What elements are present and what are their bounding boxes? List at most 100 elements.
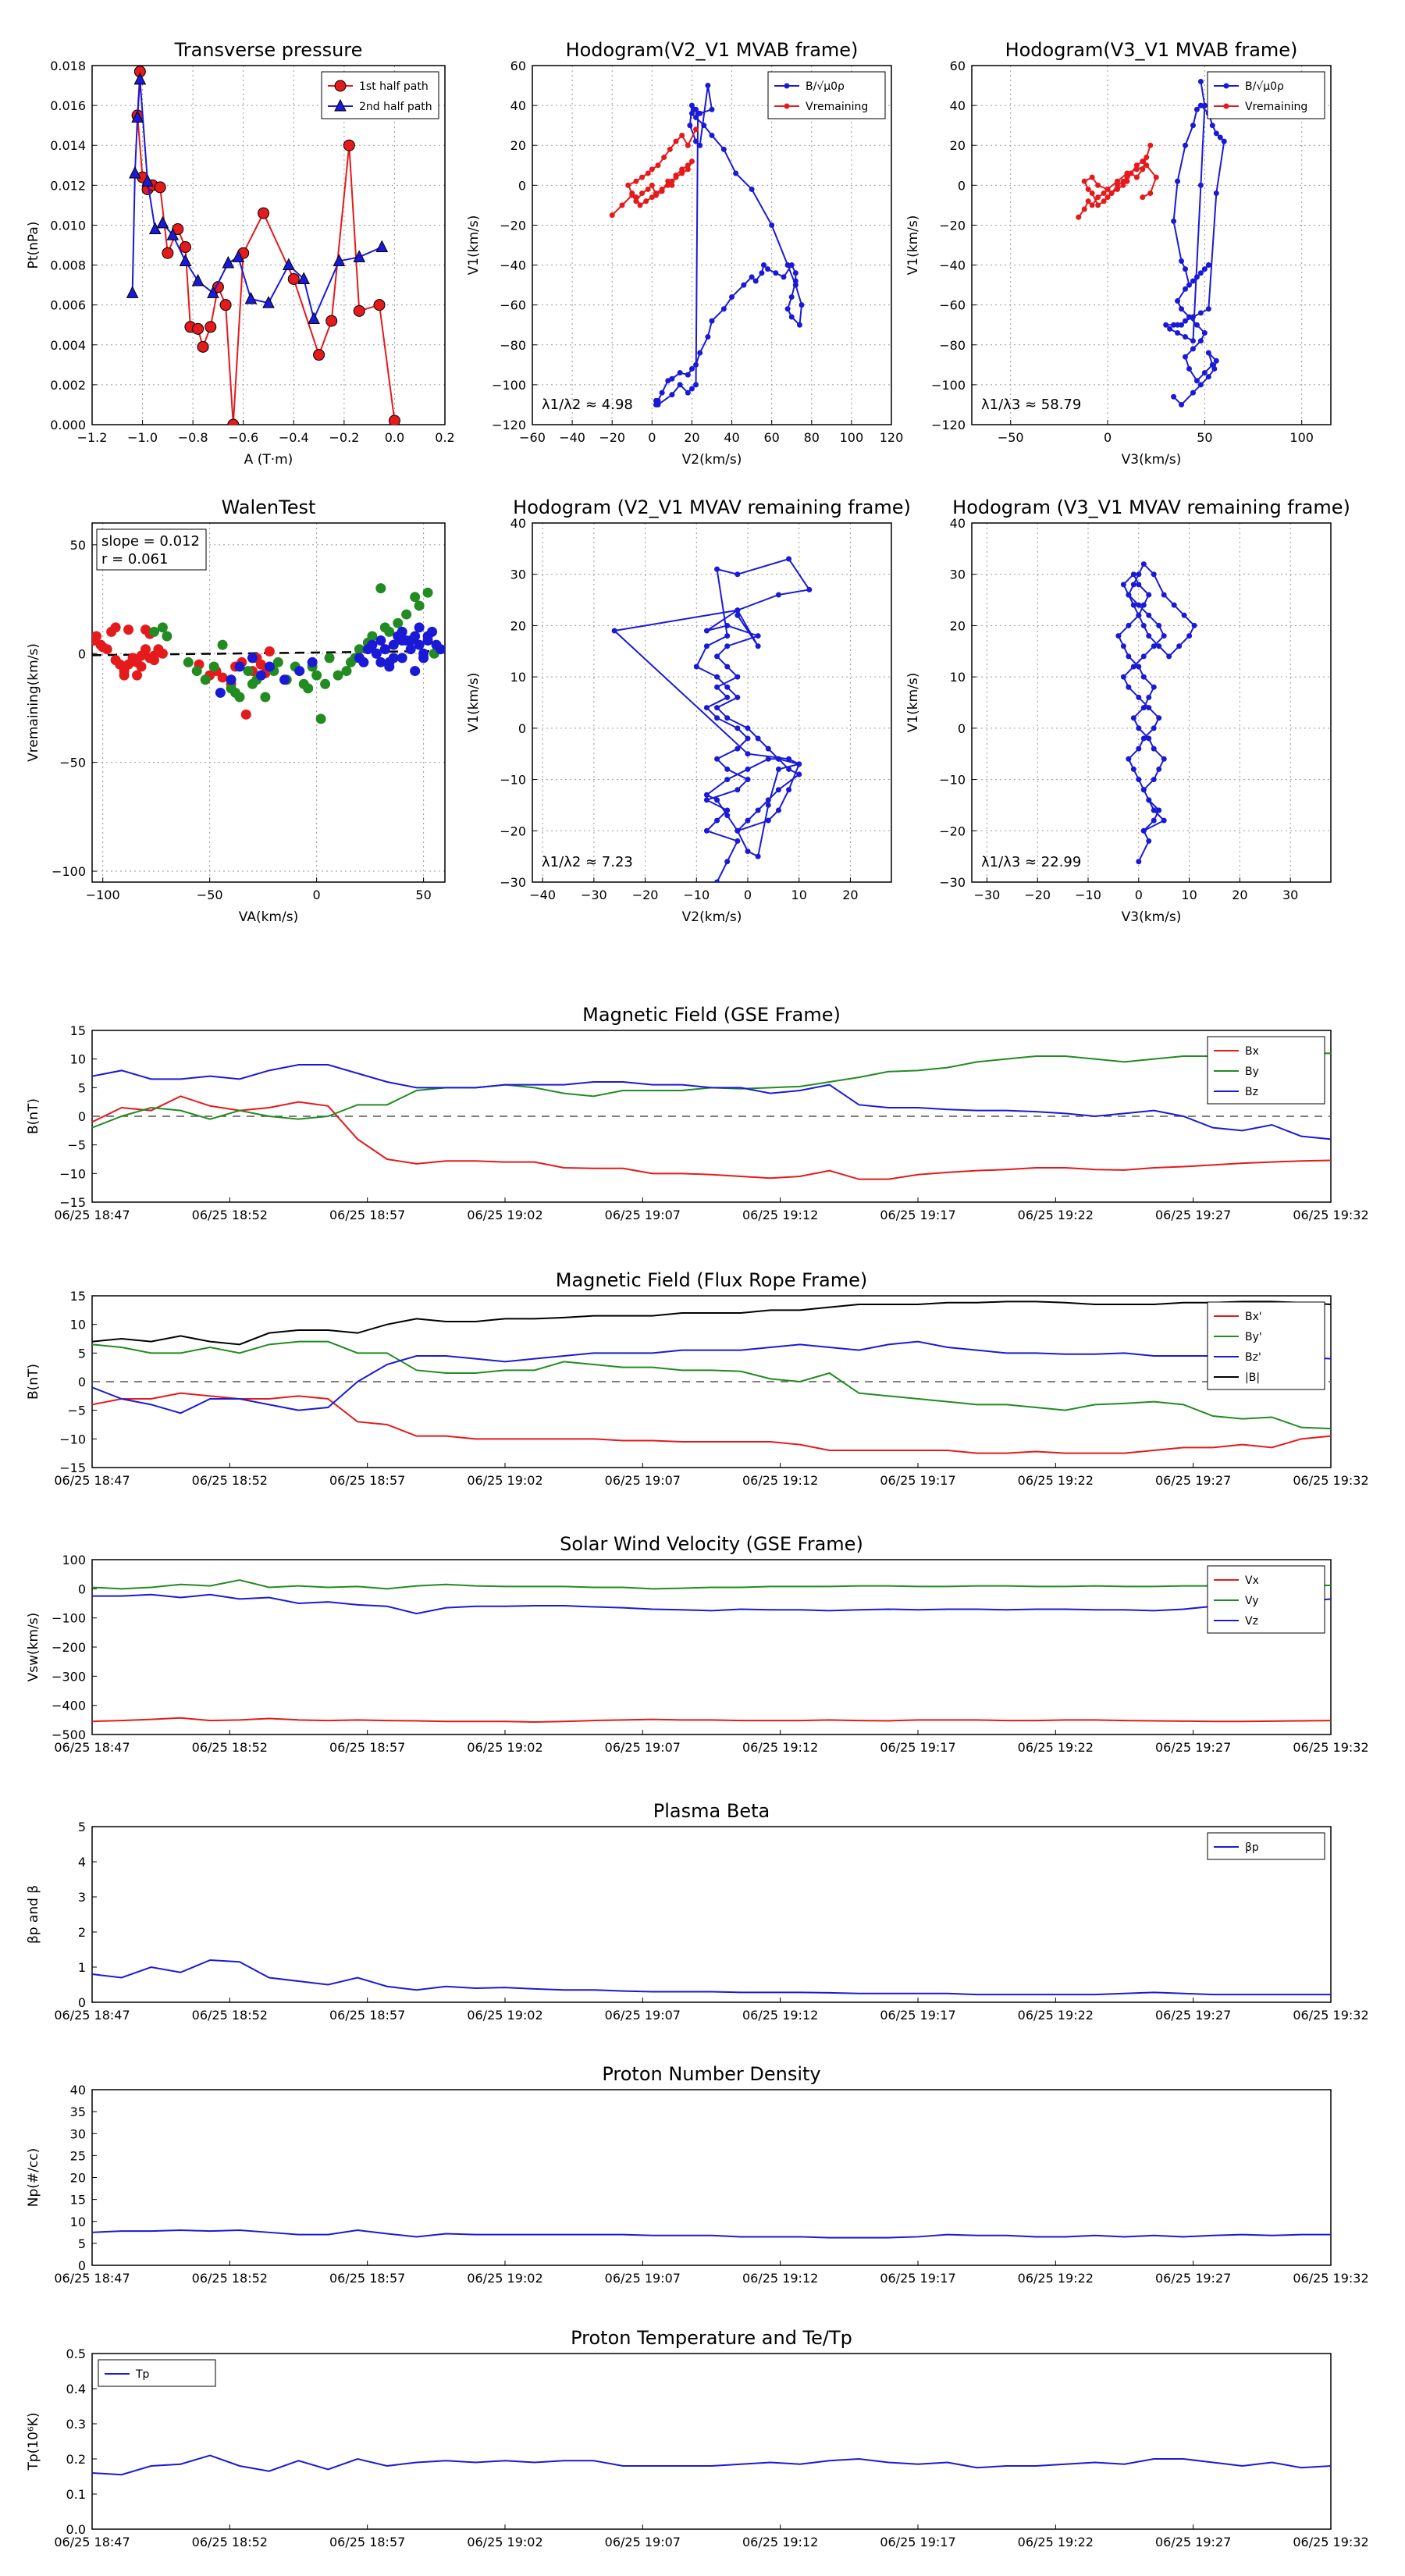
y-tick-label: 0.1	[66, 2487, 86, 2502]
time-tick-label: 06/25 19:27	[1155, 2535, 1231, 2549]
x-tick-label: 40	[724, 430, 739, 445]
data-point	[1161, 592, 1167, 598]
data-point	[1146, 838, 1152, 844]
data-point	[625, 182, 631, 188]
time-tick-label: 06/25 19:12	[742, 1473, 818, 1488]
data-point	[1130, 582, 1136, 588]
y-tick-label: −10	[939, 773, 966, 788]
data-point	[735, 674, 741, 680]
data-point	[609, 212, 615, 219]
chart-title: Plasma Beta	[653, 1800, 770, 1822]
legend: Tp	[98, 2359, 216, 2387]
data-point	[1089, 202, 1095, 208]
data-point	[1126, 622, 1132, 628]
data-point	[1197, 270, 1204, 276]
x-tick-label: −1.2	[77, 430, 108, 445]
chart-title: Hodogram (V3_V1 MVAV remaining frame)	[952, 496, 1350, 518]
data-point	[1130, 664, 1136, 670]
data-point	[735, 607, 741, 614]
chart-plasma_beta: Plasma Beta 0 1 2 3 4 5 06/25 18:47 06/25 18:52 0…	[26, 1800, 1369, 2023]
data-point	[379, 644, 390, 655]
x-tick-label: 30	[1282, 888, 1298, 902]
y-tick-label: 100	[62, 1553, 86, 1567]
data-point	[1140, 602, 1147, 608]
data-point	[1179, 322, 1185, 328]
y-tick-label: 15	[70, 1023, 86, 1038]
x-tick-label: −60	[519, 430, 546, 445]
data-point	[1156, 766, 1162, 772]
time-tick-label: 06/25 19:32	[1293, 1473, 1368, 1488]
x-tick-label: 100	[840, 430, 864, 445]
axes-frame	[91, 2089, 1332, 2266]
legend-label: Vremaining	[1245, 101, 1307, 113]
time-tick-label: 06/25 19:07	[605, 1740, 681, 1755]
data-point	[788, 294, 795, 300]
data-point	[1183, 334, 1189, 340]
time-tick-label: 06/25 18:52	[192, 1473, 268, 1488]
data-point	[645, 170, 651, 176]
data-point	[693, 138, 699, 144]
data-point	[735, 787, 741, 793]
legend: B/√μ0ρ Vremaining	[767, 71, 886, 119]
data-point	[703, 643, 710, 649]
ratio-annotation: λ1/λ2 ≈ 4.98	[542, 397, 633, 413]
data-point	[1171, 322, 1177, 328]
data-point	[1183, 354, 1189, 360]
data-point	[714, 674, 720, 680]
data-point	[1081, 178, 1087, 184]
data-point	[1186, 282, 1192, 288]
data-point	[788, 262, 795, 269]
time-tick-label: 06/25 19:27	[1155, 2271, 1231, 2286]
x-tick-label: 80	[804, 430, 820, 445]
legend: Bx' By' Bz' |B|	[1207, 1301, 1325, 1390]
data-point	[313, 349, 325, 361]
data-point	[1179, 401, 1185, 407]
time-tick-label: 06/25 18:57	[329, 1473, 405, 1488]
series-line-Bz'	[91, 1340, 1332, 1414]
y-tick-label: 20	[510, 138, 526, 153]
data-point	[110, 622, 121, 633]
time-tick-label: 06/25 19:32	[1293, 1208, 1368, 1222]
y-tick-label: −60	[939, 298, 966, 313]
y-tick-label: 2	[78, 1925, 86, 1940]
data-point	[166, 228, 180, 240]
y-axis-label: Tp(10⁶K)	[26, 2412, 41, 2471]
time-tick-label: 06/25 19:07	[605, 1208, 681, 1222]
data-point	[375, 583, 386, 594]
data-point	[255, 659, 266, 670]
r-text: r = 0.061	[101, 551, 168, 568]
legend-label: |B|	[1245, 1372, 1260, 1384]
time-tick-label: 06/25 18:57	[329, 1740, 405, 1755]
time-tick-label: 06/25 19:12	[742, 2271, 818, 2286]
data-point	[639, 174, 646, 180]
time-tick-label: 06/25 19:17	[880, 2271, 955, 2286]
chart-title: Hodogram (V2_V1 MVAV remaining frame)	[513, 496, 911, 518]
data-point	[1161, 756, 1167, 762]
data-point	[655, 162, 661, 169]
data-point	[709, 318, 715, 324]
plot-area	[609, 83, 805, 407]
data-point	[1190, 390, 1196, 396]
y-tick-label: 40	[950, 98, 966, 113]
data-point	[148, 655, 159, 666]
y-tick-label: 20	[70, 2171, 86, 2186]
data-point	[788, 314, 795, 320]
series-line-Vy	[91, 1579, 1332, 1590]
data-point	[685, 142, 691, 148]
legend-marker	[1223, 83, 1229, 89]
data-point	[1161, 817, 1167, 824]
time-tick-label: 06/25 18:47	[54, 1473, 130, 1488]
data-point	[262, 295, 275, 308]
data-point	[1193, 322, 1200, 328]
data-point	[1209, 123, 1215, 129]
y-tick-label: 5	[78, 2236, 86, 2251]
y-axis-label: βp and β	[26, 1885, 41, 1944]
data-point	[217, 672, 228, 683]
time-tick-label: 06/25 19:22	[1018, 2271, 1094, 2286]
data-point	[1197, 382, 1204, 388]
data-point	[324, 653, 335, 664]
time-tick-label: 06/25 19:17	[880, 2008, 955, 2023]
x-tick-label: −0.6	[228, 430, 258, 445]
x-tick-label: 60	[763, 430, 779, 445]
data-point	[688, 158, 695, 165]
